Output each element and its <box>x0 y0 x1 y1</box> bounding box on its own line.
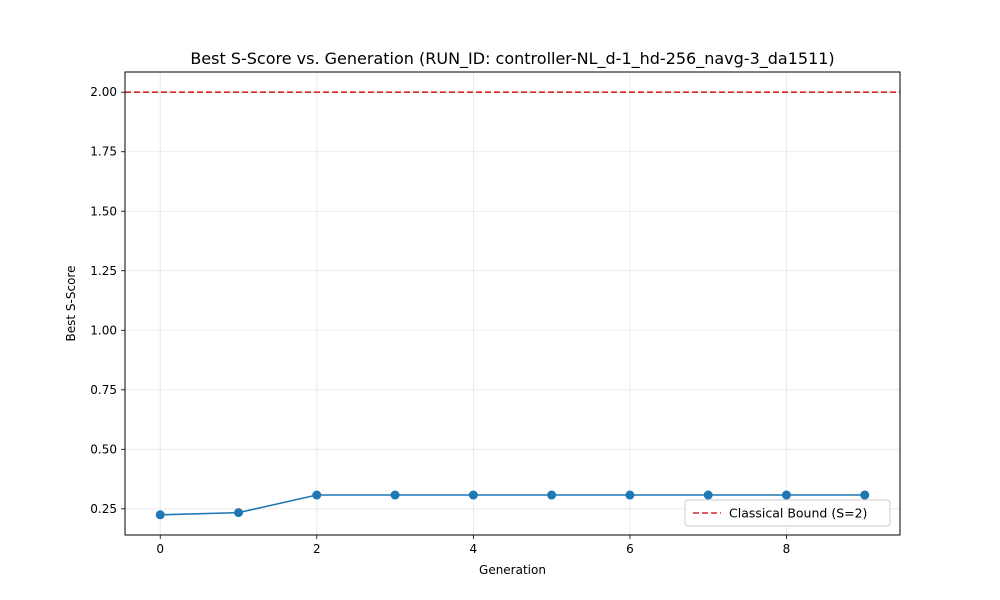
y-tick-label: 1.75 <box>90 145 117 159</box>
data-point <box>234 508 244 518</box>
x-tick-label: 4 <box>470 542 478 556</box>
y-tick-label: 1.00 <box>90 323 117 337</box>
x-tick-label: 0 <box>156 542 164 556</box>
data-point <box>468 490 478 500</box>
y-tick-label: 1.25 <box>90 264 117 278</box>
series-line <box>160 494 865 516</box>
legend-label: Classical Bound (S=2) <box>729 506 867 521</box>
y-tick-label: 1.50 <box>90 204 117 218</box>
data-point <box>625 490 635 500</box>
y-tick-label: 0.75 <box>90 383 117 397</box>
x-tick-label: 8 <box>783 542 791 556</box>
data-point <box>781 490 791 500</box>
legend: Classical Bound (S=2) <box>684 499 891 527</box>
data-point <box>390 490 400 500</box>
data-point <box>312 490 322 500</box>
data-point <box>547 490 557 500</box>
series-layer <box>155 490 870 520</box>
x-tick-label: 6 <box>626 542 634 556</box>
data-point <box>155 510 165 520</box>
data-point <box>703 490 713 500</box>
grid <box>125 72 900 535</box>
data-point <box>860 490 870 500</box>
y-axis: 0.25 0.50 0.75 1.00 1.25 1.50 1.75 2.00 <box>90 85 125 516</box>
chart-title: Best S-Score vs. Generation (RUN_ID: con… <box>190 49 834 69</box>
x-axis-label: Generation <box>479 563 546 577</box>
y-tick-label: 0.50 <box>90 442 117 456</box>
legend-box <box>684 499 891 527</box>
plot-frame <box>124 71 901 536</box>
y-tick-label: 2.00 <box>90 85 117 99</box>
x-tick-label: 2 <box>313 542 321 556</box>
y-tick-label: 0.25 <box>90 502 117 516</box>
x-axis: 0 2 4 6 8 <box>156 535 790 556</box>
y-axis-label: Best S-Score <box>64 266 78 342</box>
